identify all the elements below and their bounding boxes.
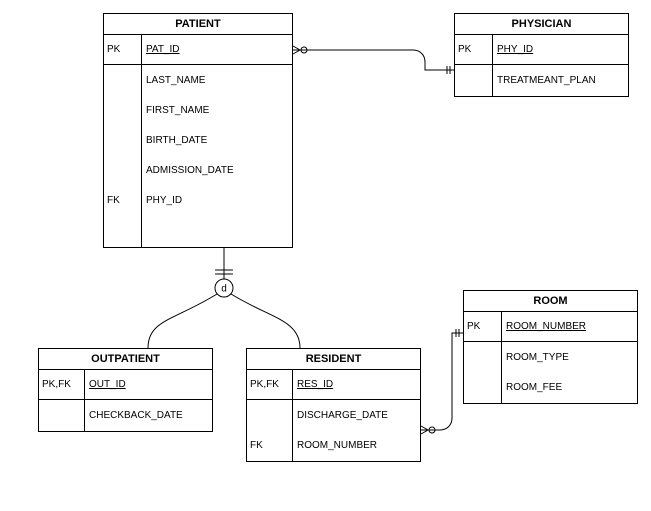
entity-title: ROOM xyxy=(464,291,637,312)
entity-body: PK ROOM_NUMBER ROOM_TYPE ROOM_FEE xyxy=(464,312,637,404)
connector-patient-supertype xyxy=(215,248,233,279)
key-column: PK xyxy=(455,35,493,97)
key-cell: FK xyxy=(247,430,292,460)
connector-d-resident xyxy=(231,294,300,348)
attr-label: DISCHARGE_DATE xyxy=(297,410,388,421)
entity-title: PHYSICIAN xyxy=(455,14,628,35)
key-cell xyxy=(104,155,141,185)
key-cell: FK xyxy=(104,185,141,215)
connector-patient-physician xyxy=(293,46,454,74)
attr-cell: PHY_ID xyxy=(142,185,292,215)
attr-cell: BIRTH_DATE xyxy=(142,125,292,155)
key-column: PK,FK xyxy=(39,370,85,432)
attr-label: ROOM_NUMBER xyxy=(506,321,586,332)
attr-label: ROOM_FEE xyxy=(506,382,562,393)
key-cell: PK xyxy=(455,35,492,65)
attr-column: PAT_ID LAST_NAME FIRST_NAME BIRTH_DATE ADMIS… xyxy=(142,35,292,248)
connector-resident-room xyxy=(421,329,463,434)
attr-cell: OUT_ID xyxy=(85,370,212,400)
entity-patient: PATIENTPK FK PAT_ID LAST_NAME FIRST_NAME BIRT… xyxy=(103,13,293,248)
key-cell: PK xyxy=(104,35,141,65)
entity-body: PK FK PAT_ID LAST_NAME FIRST_NAME BIRTH_DATE A… xyxy=(104,35,292,248)
entity-title: RESIDENT xyxy=(247,349,420,370)
attr-label: TREATMEANT_PLAN xyxy=(497,75,596,86)
attr-cell: ROOM_FEE xyxy=(502,372,637,402)
attr-column: ROOM_NUMBER ROOM_TYPE ROOM_FEE xyxy=(502,312,637,404)
attr-label: BIRTH_DATE xyxy=(146,135,207,146)
attr-cell: PAT_ID xyxy=(142,35,292,65)
key-cell xyxy=(464,342,501,372)
key-column: PK FK xyxy=(104,35,142,248)
attr-label: ROOM_NUMBER xyxy=(297,440,377,451)
attr-label: FIRST_NAME xyxy=(146,105,209,116)
key-cell xyxy=(104,95,141,125)
key-column: PK xyxy=(464,312,502,404)
entity-resident: RESIDENTPK,FK FK RES_ID DISCHARGE_DATE ROOM_… xyxy=(246,348,421,462)
attr-label: ADMISSION_DATE xyxy=(146,165,234,176)
key-cell xyxy=(455,65,492,95)
attr-cell: ROOM_TYPE xyxy=(502,342,637,372)
attr-cell: RES_ID xyxy=(293,370,420,400)
key-cell: PK xyxy=(464,312,501,342)
key-cell xyxy=(464,372,501,402)
attr-cell: DISCHARGE_DATE xyxy=(293,400,420,430)
attr-cell: ADMISSION_DATE xyxy=(142,155,292,185)
supertype-marker xyxy=(215,279,233,297)
attr-cell: ROOM_NUMBER xyxy=(293,430,420,460)
attr-label: OUT_ID xyxy=(89,379,126,390)
key-cell xyxy=(247,400,292,430)
entity-title: PATIENT xyxy=(104,14,292,35)
supertype-marker-label: d xyxy=(221,284,227,295)
attr-cell: CHECKBACK_DATE xyxy=(85,400,212,430)
attr-cell: PHY_ID xyxy=(493,35,628,65)
attr-label: LAST_NAME xyxy=(146,75,205,86)
connector-d-outpatient xyxy=(148,294,217,348)
attr-cell: TREATMEANT_PLAN xyxy=(493,65,628,95)
entity-physician: PHYSICIANPK PHY_ID TREATMEANT_PLAN xyxy=(454,13,629,97)
key-cell: PK,FK xyxy=(39,370,84,400)
attr-cell: FIRST_NAME xyxy=(142,95,292,125)
attr-column: RES_ID DISCHARGE_DATE ROOM_NUMBER xyxy=(293,370,420,462)
attr-cell: ROOM_NUMBER xyxy=(502,312,637,342)
entity-title: OUTPATIENT xyxy=(39,349,212,370)
key-cell: PK,FK xyxy=(247,370,292,400)
entity-body: PK PHY_ID TREATMEANT_PLAN xyxy=(455,35,628,97)
key-column: PK,FK FK xyxy=(247,370,293,462)
attr-label: PAT_ID xyxy=(146,44,180,55)
attr-label: CHECKBACK_DATE xyxy=(89,410,183,421)
key-cell xyxy=(104,65,141,95)
attr-label: RES_ID xyxy=(297,379,333,390)
attr-label: ROOM_TYPE xyxy=(506,352,569,363)
attr-label: PHY_ID xyxy=(497,44,533,55)
attr-column: OUT_ID CHECKBACK_DATE xyxy=(85,370,212,432)
attr-column: PHY_ID TREATMEANT_PLAN xyxy=(493,35,628,97)
attr-label: PHY_ID xyxy=(146,195,182,206)
key-cell xyxy=(104,125,141,155)
key-cell xyxy=(39,400,84,430)
entity-room: ROOMPK ROOM_NUMBER ROOM_TYPE ROOM_FEE xyxy=(463,290,638,404)
entity-body: PK,FK FK RES_ID DISCHARGE_DATE ROOM_NUMBER xyxy=(247,370,420,462)
entity-outpatient: OUTPATIENTPK,FK OUT_ID CHECKBACK_DATE xyxy=(38,348,213,432)
entity-body: PK,FK OUT_ID CHECKBACK_DATE xyxy=(39,370,212,432)
attr-cell: LAST_NAME xyxy=(142,65,292,95)
